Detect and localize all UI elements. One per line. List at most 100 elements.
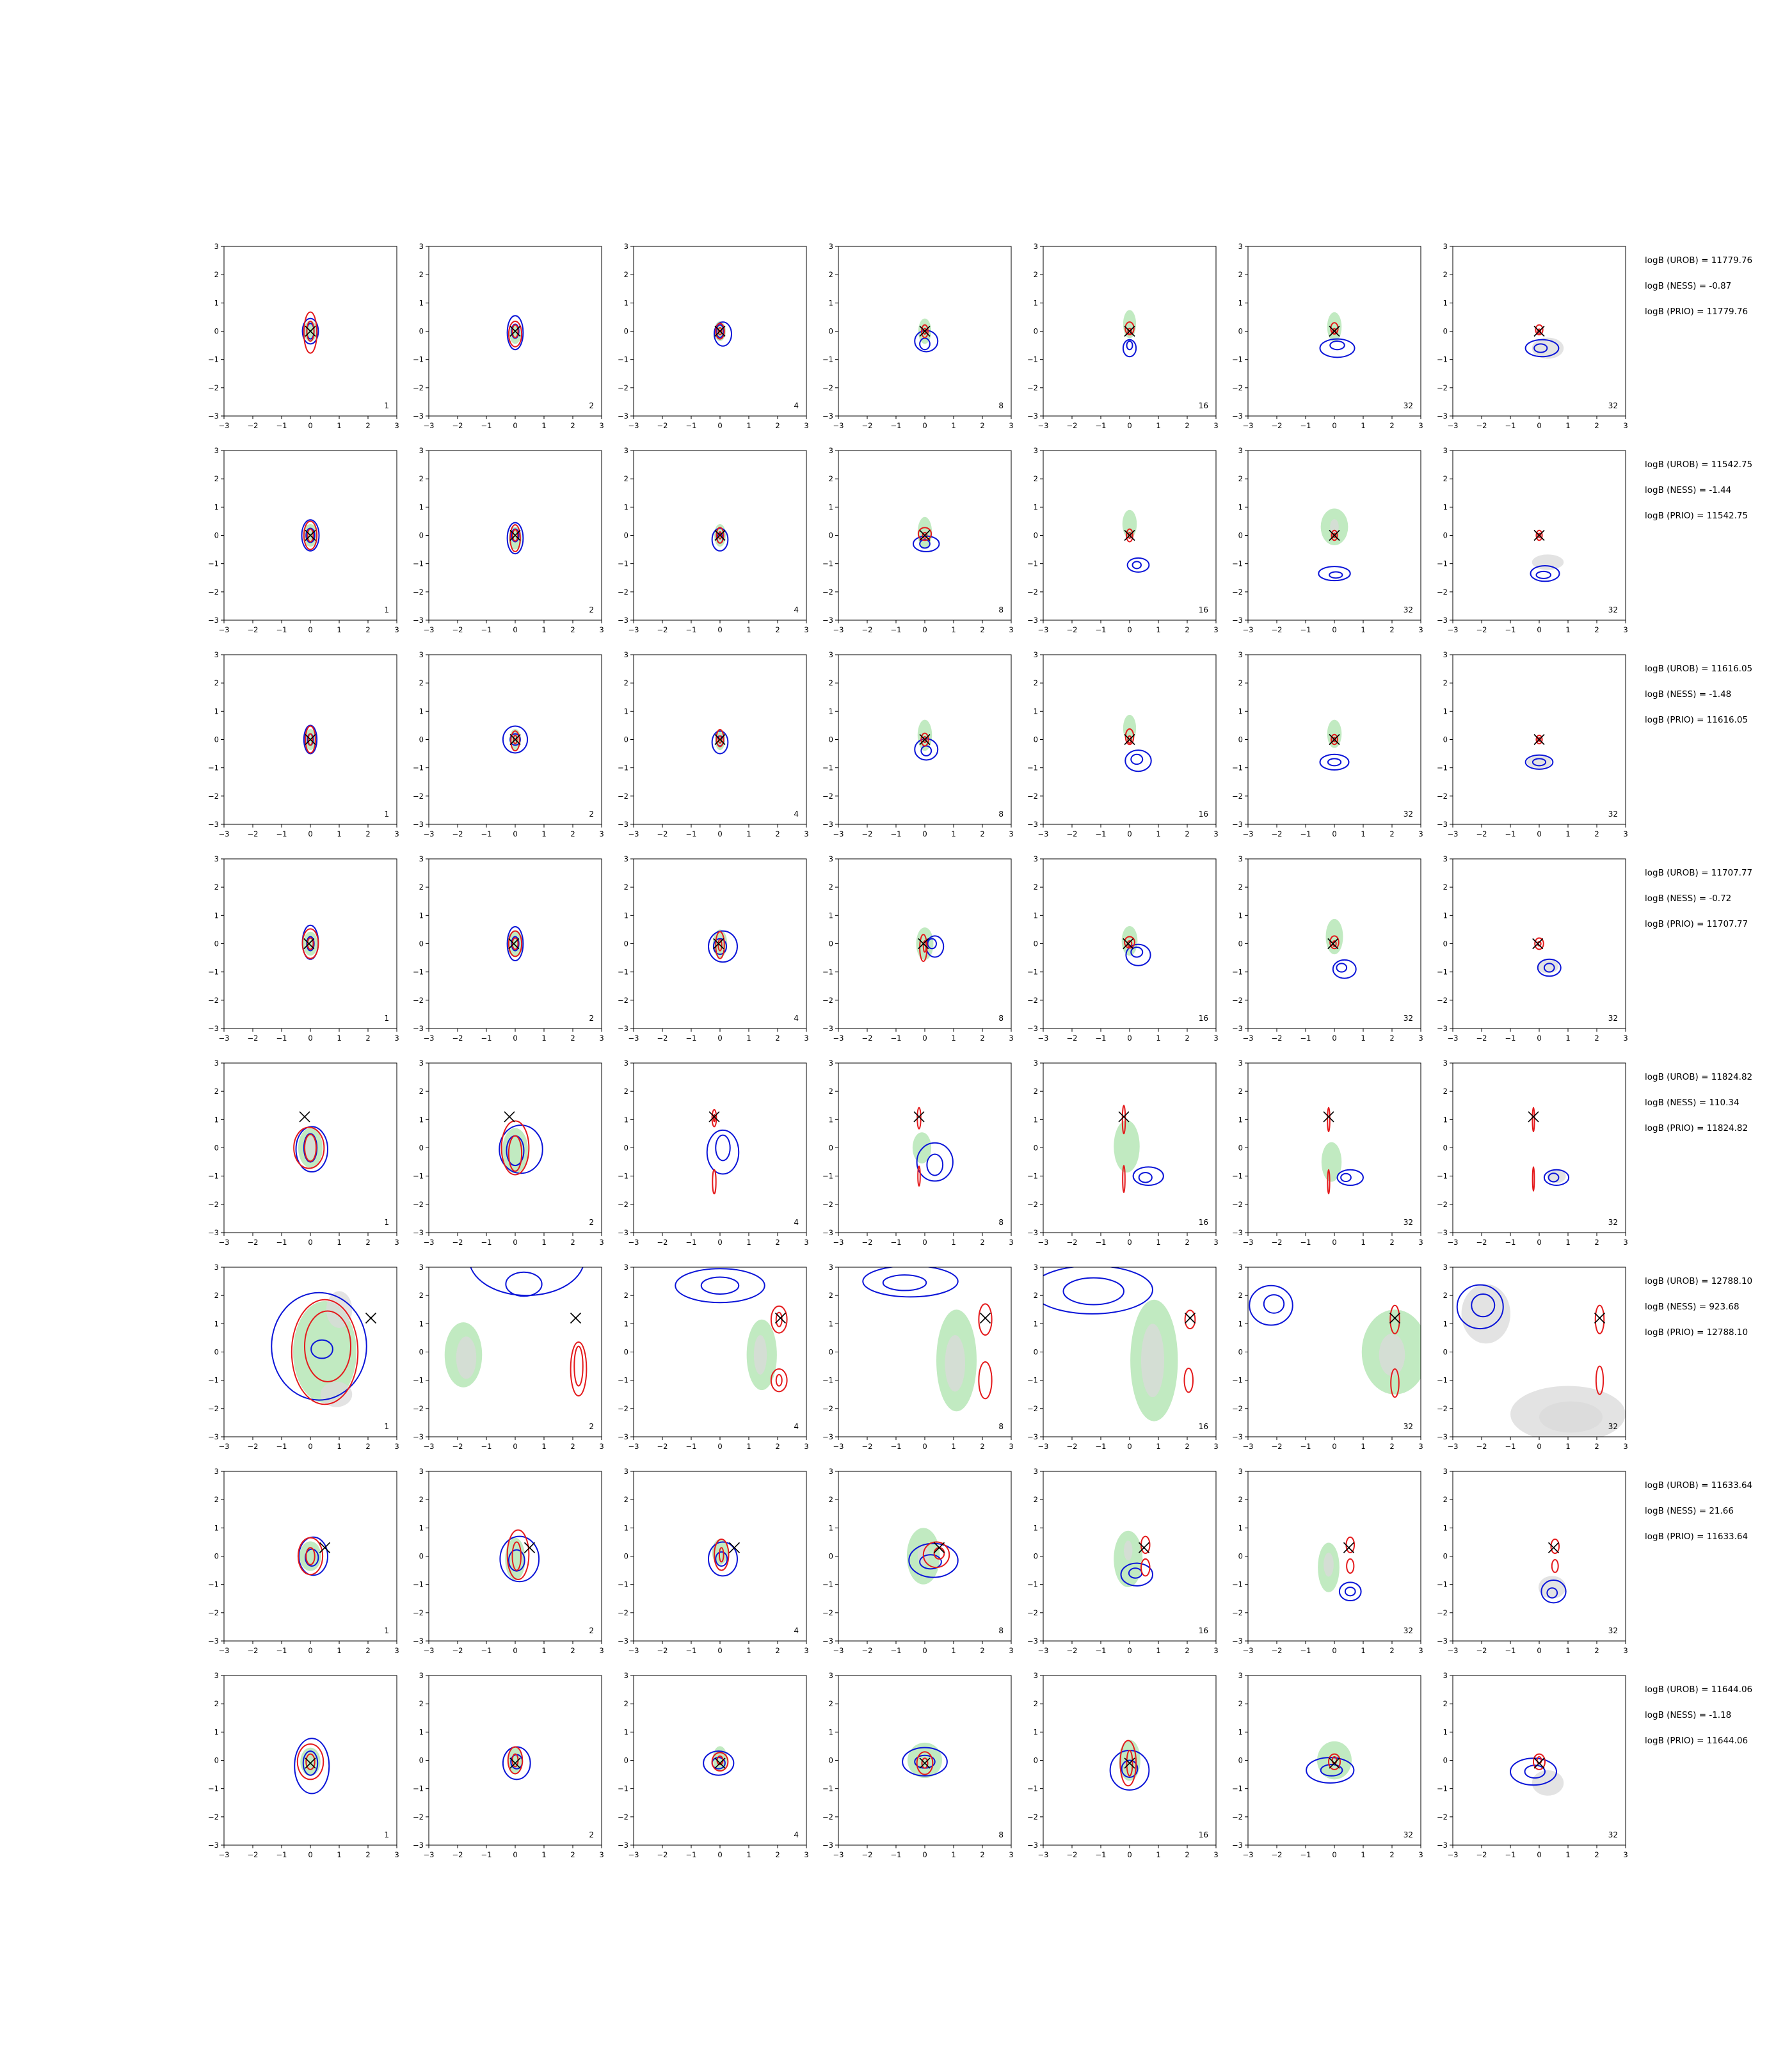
- contour-red: [1127, 328, 1132, 335]
- y-tick-label: 1: [214, 1319, 219, 1328]
- x-tick-label: 0: [1127, 829, 1132, 838]
- y-tick-label: 2: [1238, 1087, 1243, 1096]
- y-tick-label: −3: [822, 412, 833, 420]
- y-tick-label: 2: [1443, 1699, 1448, 1708]
- y-tick-label: −3: [208, 1636, 219, 1645]
- y-tick-label: −3: [1232, 1228, 1243, 1237]
- contour-blue: [716, 324, 724, 339]
- panel-plot-area: [708, 1539, 740, 1577]
- x-tick-label: 2: [1389, 1646, 1394, 1655]
- x-tick-label: 1: [337, 1238, 341, 1247]
- x-tick-label: −1: [686, 1442, 697, 1451]
- y-tick-label: −1: [1437, 1784, 1448, 1793]
- panel-plot-area: [301, 311, 319, 354]
- contour-red: [304, 1133, 317, 1162]
- contour-red: [303, 311, 318, 354]
- y-tick-label: 1: [1034, 298, 1038, 307]
- y-tick-label: −1: [413, 968, 424, 977]
- panel: −3−3 −2 −2 −1 −1 0 0 1 1 2 2 3 3 32: [1232, 1059, 1423, 1247]
- y-tick-label: 1: [214, 1727, 219, 1736]
- x-tick-label: −2: [452, 1034, 463, 1043]
- y-tick-label: 0: [419, 1144, 424, 1153]
- panel-column-label: 32: [1608, 1626, 1618, 1635]
- y-tick-label: 0: [624, 531, 628, 540]
- x-tick-label: 2: [1185, 625, 1189, 634]
- y-tick-label: −3: [1027, 1432, 1038, 1441]
- y-tick-label: −2: [413, 383, 424, 392]
- panel: −3−3 −2 −2 −1 −1 0 0 1 1 2 2 3 3 4: [618, 1263, 809, 1451]
- true-value-marker: [1124, 325, 1135, 337]
- x-tick-label: −3: [424, 1646, 435, 1655]
- true-value-marker: [714, 733, 726, 746]
- y-tick-label: 1: [419, 298, 424, 307]
- contour-red: [1140, 1535, 1151, 1555]
- x-tick-label: 0: [308, 829, 312, 838]
- x-tick-label: 1: [951, 1646, 956, 1655]
- true-value-marker: [1327, 938, 1339, 950]
- y-tick-label: −3: [1027, 412, 1038, 420]
- x-tick-label: −2: [452, 421, 463, 430]
- panel: −3−3 −2 −2 −1 −1 0 0 1 1 2 2 3 3 32: [1232, 446, 1423, 634]
- x-tick-label: 3: [1623, 1850, 1628, 1859]
- x-tick-label: −3: [1243, 1646, 1254, 1655]
- y-tick-label: 1: [214, 911, 219, 920]
- y-tick-label: −1: [1437, 764, 1448, 772]
- contour-blue: [1121, 1759, 1139, 1778]
- x-tick-label: 0: [1332, 421, 1336, 430]
- true-value-marker: [933, 1542, 945, 1553]
- x-tick-label: 2: [775, 1442, 780, 1451]
- panel-plot-area: [914, 719, 939, 761]
- x-tick-label: 1: [951, 1442, 956, 1451]
- y-tick-label: 2: [624, 270, 628, 279]
- x-tick-label: 2: [980, 1238, 984, 1247]
- panel-plot-area: [914, 318, 939, 353]
- x-tick-label: −1: [276, 1034, 287, 1043]
- y-tick-label: 1: [419, 1523, 424, 1532]
- x-tick-label: 2: [570, 421, 575, 430]
- y-tick-label: −1: [1027, 1784, 1038, 1793]
- y-tick-label: −1: [822, 1376, 833, 1385]
- true-value-marker: [504, 1111, 515, 1123]
- x-tick-label: 0: [717, 1850, 722, 1859]
- panel: −3−3 −2 −2 −1 −1 0 0 1 1 2 2 3 3 16: [1027, 1671, 1219, 1859]
- logB-stat: logB (NESS) = -0.87: [1645, 281, 1731, 291]
- x-tick-label: 0: [922, 421, 927, 430]
- y-tick-label: 2: [829, 1087, 833, 1096]
- y-tick-label: −3: [208, 1024, 219, 1033]
- logB-stat: logB (UROB) = 11616.05: [1645, 664, 1752, 674]
- contour-blue: [1546, 1587, 1558, 1599]
- y-tick-label: 2: [214, 1087, 219, 1096]
- logB-stat: logB (NESS) = 21.66: [1645, 1506, 1734, 1516]
- x-tick-label: 1: [951, 829, 956, 838]
- x-tick-label: −1: [276, 829, 287, 838]
- panel: −3−3 −2 −2 −1 −1 0 0 1 1 2 2 3 3 1: [208, 1671, 399, 1859]
- density-fill-gray: [1324, 1552, 1334, 1577]
- x-tick-label: −3: [1038, 1034, 1049, 1043]
- panel-plot-area: [1306, 1741, 1355, 1784]
- y-tick-label: 2: [1034, 1087, 1038, 1096]
- x-tick-label: 1: [1156, 1442, 1160, 1451]
- y-tick-label: 3: [1034, 854, 1038, 863]
- x-tick-label: 1: [541, 1442, 546, 1451]
- true-value-marker: [319, 1542, 331, 1553]
- panel-plot-area: [502, 725, 529, 754]
- contour-red: [1126, 528, 1133, 543]
- contour-blue: [926, 1153, 944, 1176]
- y-tick-label: −2: [1027, 792, 1038, 801]
- panel-column-label: 8: [998, 1422, 1004, 1431]
- x-tick-label: −2: [1067, 1646, 1078, 1655]
- panel-column-label: 8: [998, 1218, 1004, 1227]
- x-tick-label: 2: [1594, 1034, 1599, 1043]
- contour-red: [714, 1539, 730, 1571]
- y-tick-label: −3: [208, 820, 219, 829]
- y-tick-label: −3: [413, 1432, 424, 1441]
- panel-plot-area: [301, 519, 320, 552]
- panel-plot-area: [711, 524, 729, 552]
- y-tick-label: 0: [1034, 327, 1038, 336]
- panel-plot-area: [293, 1111, 328, 1173]
- contour-red: [570, 1341, 588, 1396]
- y-tick-label: 0: [214, 1552, 219, 1561]
- y-tick-label: −3: [1437, 1228, 1448, 1237]
- contour-red: [711, 1108, 717, 1128]
- x-tick-label: −1: [1096, 625, 1107, 634]
